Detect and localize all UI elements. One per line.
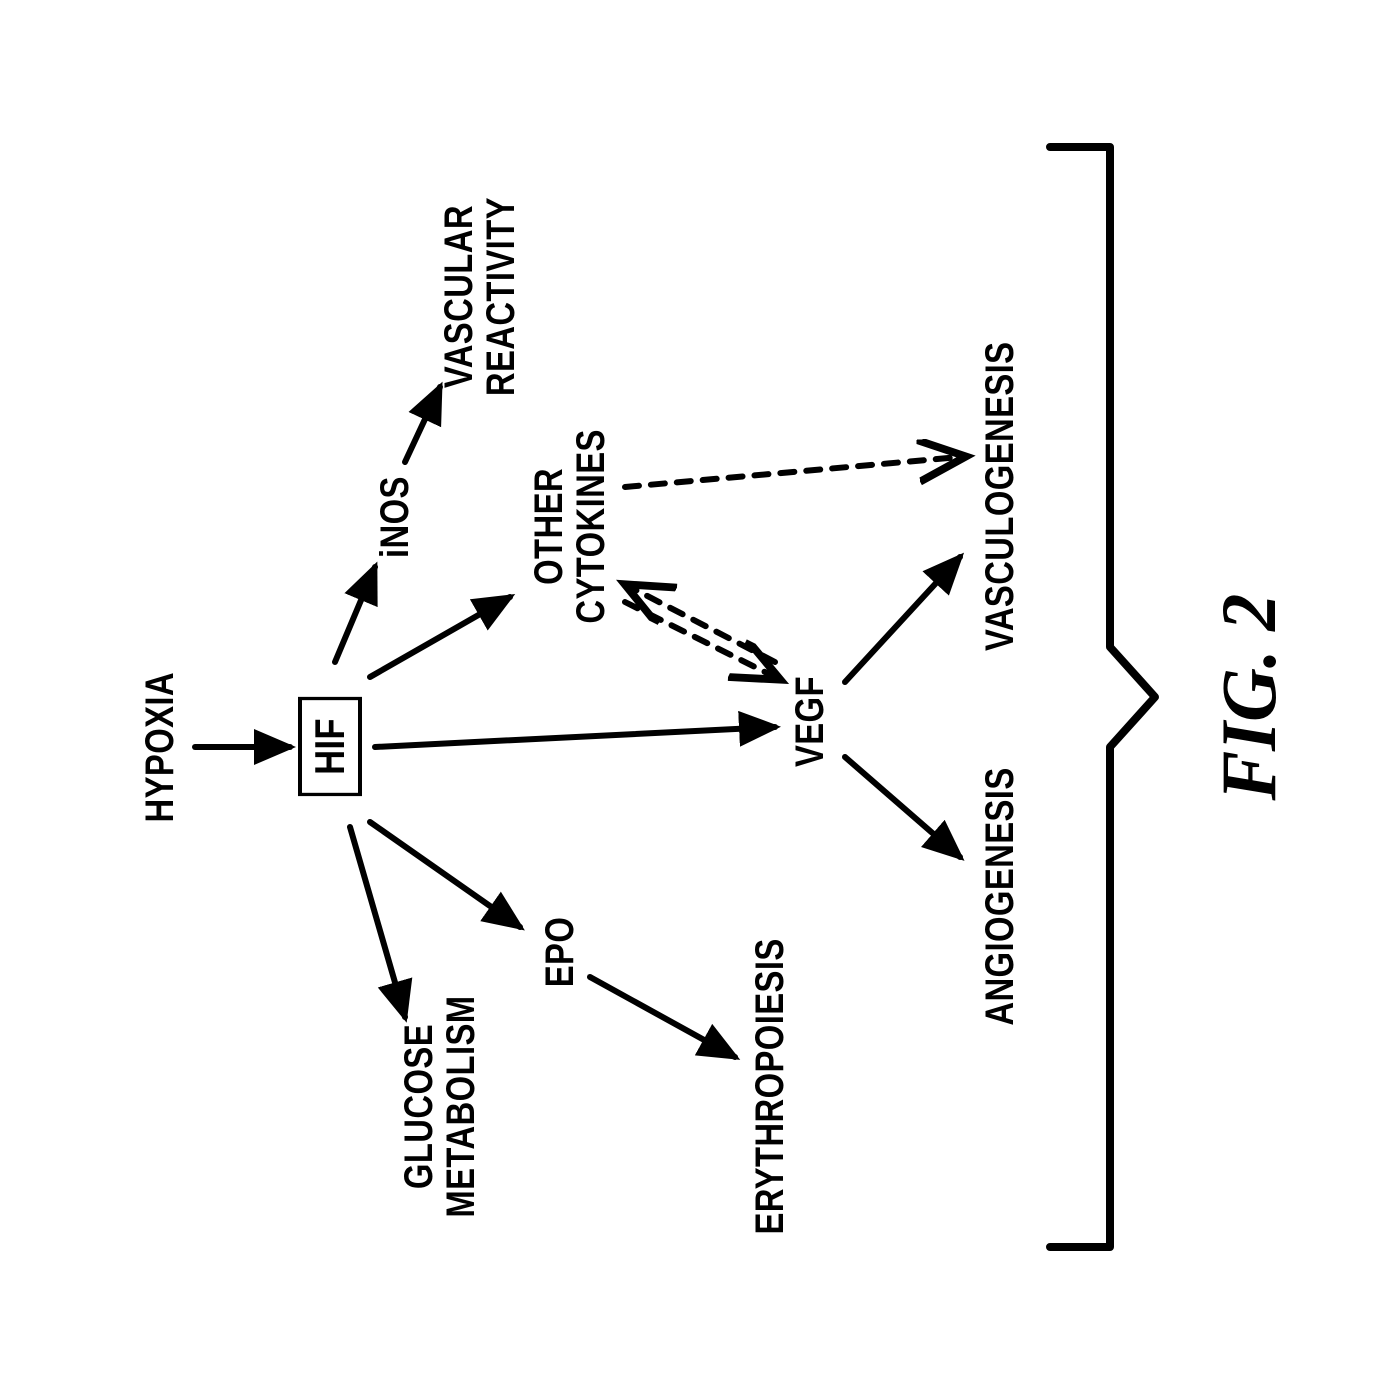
node-hif: HIF bbox=[298, 697, 362, 796]
diagram-stage: HYPOXIA HIF GLUCOSE METABOLISM EPO ERYTHROPO… bbox=[0, 0, 1397, 1397]
node-glucose: GLUCOSE METABOLISM bbox=[398, 996, 482, 1218]
edges-layer bbox=[0, 0, 1397, 1397]
edge-cytokines-vegf bbox=[625, 602, 775, 677]
node-hypoxia: HYPOXIA bbox=[139, 672, 181, 823]
node-erythro: ERYTHROPOIESIS bbox=[749, 939, 791, 1235]
edge-inos-vascreact bbox=[405, 387, 440, 462]
edge-hif-glucose bbox=[350, 827, 405, 1017]
edge-hif-inos bbox=[335, 567, 375, 662]
node-angio: ANGIOGENESIS bbox=[979, 768, 1021, 1026]
node-inos: iNOS bbox=[374, 476, 416, 558]
node-epo: EPO bbox=[539, 917, 581, 988]
edge-hif-cytokines bbox=[370, 597, 510, 677]
edge-cytokines-vasculo bbox=[625, 457, 960, 487]
figure-caption: FIG. 2 bbox=[1205, 594, 1294, 801]
node-vegf: VEGF bbox=[789, 677, 831, 768]
node-vasculo: VASCULOGENESIS bbox=[979, 342, 1021, 651]
edge-vegf-angio bbox=[845, 757, 960, 857]
summary-bracket bbox=[1050, 147, 1155, 1247]
edge-vegf-cytokines bbox=[630, 587, 775, 662]
node-cytokines: OTHER CYTOKINES bbox=[528, 430, 612, 624]
node-vascreact: VASCULAR REACTIVITY bbox=[438, 198, 522, 397]
edge-vegf-vasculo bbox=[845, 557, 960, 682]
edge-hif-epo bbox=[370, 822, 520, 927]
edge-epo-erythro bbox=[590, 977, 735, 1057]
edge-hif-vegf bbox=[375, 727, 775, 747]
bracket-layer bbox=[0, 0, 1397, 1397]
